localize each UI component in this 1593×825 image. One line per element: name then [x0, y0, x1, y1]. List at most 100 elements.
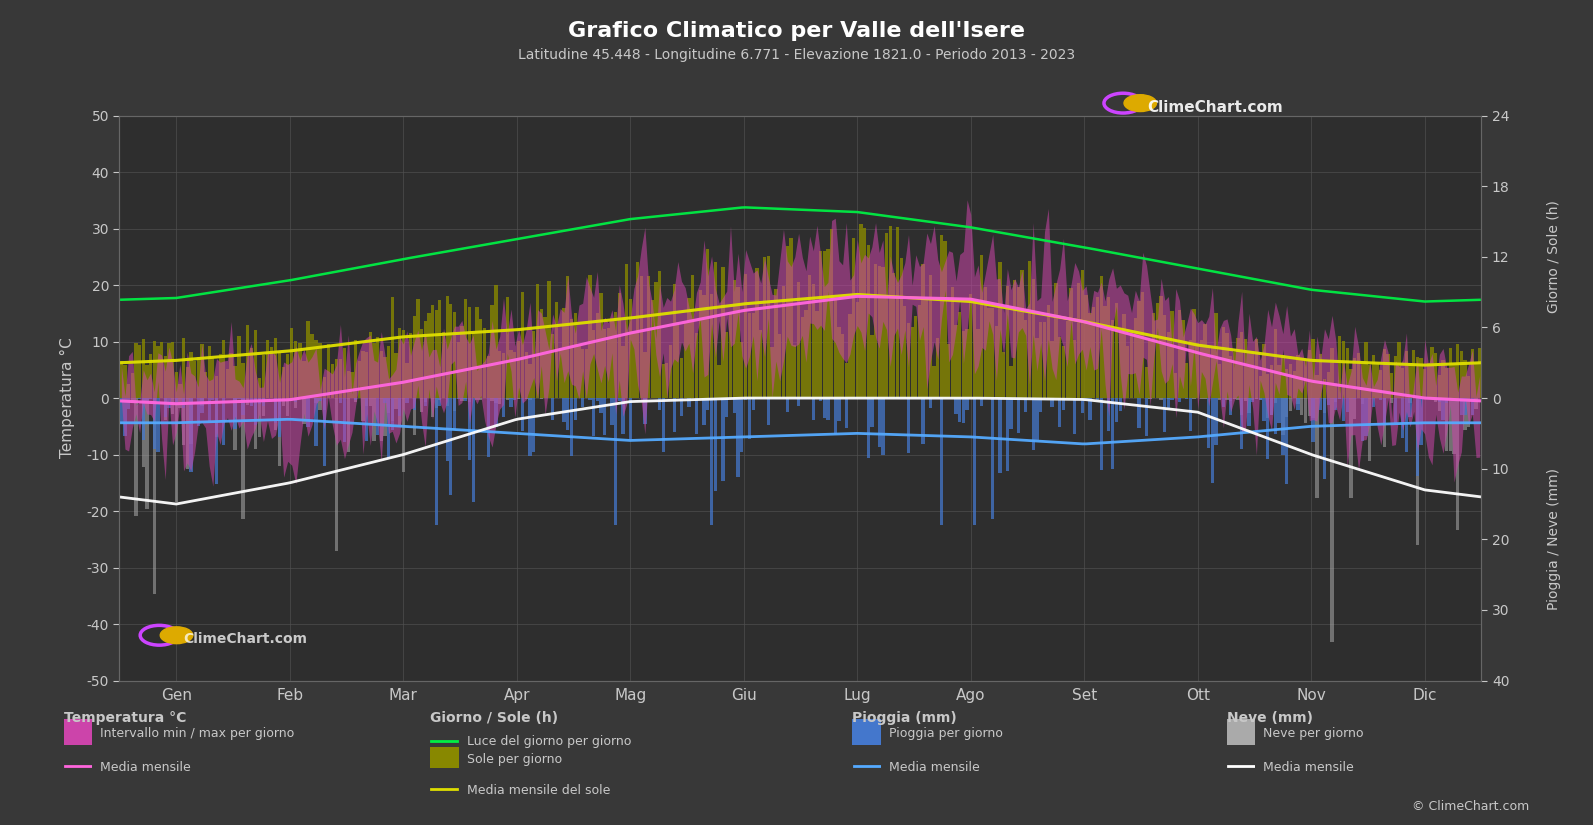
Bar [1010, 398, 1013, 428]
Bar [1093, 307, 1096, 398]
Bar [827, 398, 830, 421]
Bar [233, 398, 237, 450]
Text: Grafico Climatico per Valle dell'Isere: Grafico Climatico per Valle dell'Isere [569, 21, 1024, 40]
Bar [479, 319, 483, 398]
Bar [295, 398, 298, 402]
Bar [644, 352, 647, 398]
Bar [379, 351, 382, 398]
Bar [1024, 319, 1027, 398]
Bar [494, 285, 497, 398]
Bar [127, 384, 131, 398]
Bar [1442, 398, 1445, 420]
Bar [424, 398, 427, 406]
Bar [903, 306, 906, 398]
Bar [1338, 337, 1341, 398]
Bar [358, 361, 362, 398]
Bar [937, 338, 940, 398]
Bar [190, 398, 193, 472]
Bar [153, 398, 156, 593]
Bar [1233, 351, 1236, 398]
Bar [812, 284, 816, 398]
Bar [1289, 398, 1292, 411]
Bar [1214, 313, 1217, 398]
Bar [980, 398, 983, 406]
Bar [551, 398, 554, 420]
Bar [1258, 398, 1262, 400]
Bar [430, 305, 435, 398]
Bar [1107, 297, 1110, 398]
Bar [1386, 354, 1389, 398]
Bar [921, 398, 926, 445]
Bar [647, 276, 650, 398]
Bar [127, 398, 131, 409]
Bar [710, 398, 714, 526]
Text: Neve (mm): Neve (mm) [1227, 711, 1313, 725]
Bar [1434, 353, 1437, 398]
Bar [695, 398, 698, 434]
Bar [1096, 297, 1099, 398]
Bar [1255, 339, 1258, 398]
Bar [991, 308, 994, 398]
Bar [672, 398, 675, 432]
Bar [303, 361, 306, 398]
Bar [1145, 398, 1149, 436]
Bar [499, 351, 502, 398]
Bar [796, 398, 800, 406]
Bar [435, 398, 438, 408]
Bar [639, 276, 644, 398]
Bar [661, 398, 664, 452]
Bar [1058, 337, 1061, 398]
Bar [1110, 320, 1114, 398]
Bar [1456, 398, 1459, 530]
Bar [185, 398, 190, 469]
Bar [464, 398, 467, 401]
Bar [457, 342, 460, 398]
Text: Media mensile: Media mensile [1263, 761, 1354, 774]
Bar [777, 334, 781, 398]
Bar [1222, 398, 1225, 407]
Bar [1311, 398, 1314, 442]
Bar [401, 330, 405, 398]
Bar [730, 314, 733, 398]
Bar [1311, 339, 1314, 398]
Bar [870, 335, 873, 398]
Bar [314, 398, 317, 446]
Bar [1346, 348, 1349, 398]
Bar [1080, 270, 1083, 398]
Bar [1185, 363, 1188, 398]
Bar [669, 345, 672, 398]
Bar [1050, 398, 1053, 407]
Text: Latitudine 45.448 - Longitudine 6.771 - Elevazione 1821.0 - Periodo 2013 - 2023: Latitudine 45.448 - Longitudine 6.771 - … [518, 48, 1075, 62]
Bar [1177, 398, 1180, 402]
Bar [362, 398, 365, 421]
Bar [790, 238, 793, 398]
Bar [1464, 360, 1467, 398]
Bar [661, 365, 664, 398]
Bar [1160, 398, 1163, 400]
Bar [446, 398, 449, 406]
Bar [1308, 350, 1311, 398]
Bar [449, 304, 452, 398]
Bar [1438, 375, 1442, 398]
Bar [182, 398, 185, 445]
Bar [201, 344, 204, 398]
Bar [215, 398, 218, 437]
Bar [1349, 369, 1352, 398]
Bar [969, 295, 972, 398]
Bar [319, 343, 322, 398]
Bar [1002, 352, 1005, 398]
Bar [287, 398, 290, 416]
Bar [867, 245, 870, 398]
Bar [245, 325, 249, 398]
Bar [658, 398, 661, 411]
Bar [491, 398, 494, 401]
Bar [1308, 398, 1311, 416]
Bar [551, 334, 554, 398]
Bar [1270, 398, 1273, 415]
Bar [142, 398, 145, 441]
Bar [819, 252, 822, 398]
Text: Media mensile del sole: Media mensile del sole [467, 784, 610, 797]
Bar [973, 299, 977, 398]
Bar [1335, 398, 1338, 410]
Bar [1115, 398, 1118, 422]
